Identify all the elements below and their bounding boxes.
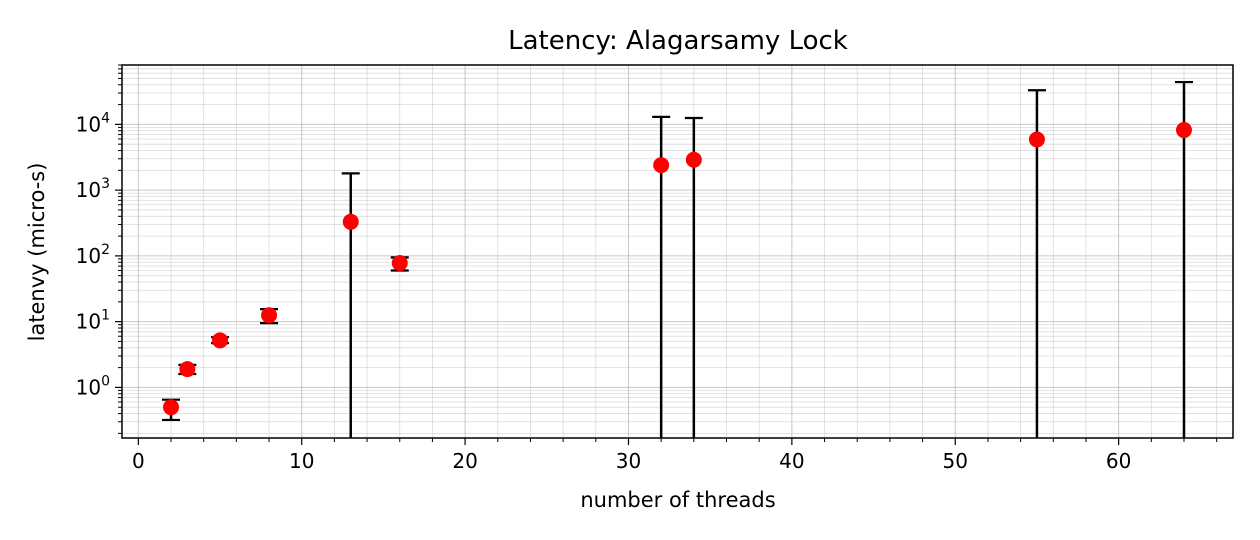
x-tick-label: 10 — [289, 449, 314, 473]
y-tick-label: 103 — [76, 176, 110, 202]
axis-ticks: 0 10 20 30 40 50 60 100 101 102 103 104 — [76, 64, 1218, 473]
data-point — [391, 254, 408, 271]
x-tick-label: 60 — [1106, 449, 1131, 473]
data-point — [261, 307, 278, 324]
data-point — [179, 361, 196, 378]
x-tick-label: 20 — [452, 449, 477, 473]
y-tick-label: 100 — [76, 373, 110, 399]
y-tick-label: 102 — [76, 242, 110, 268]
x-tick-label: 40 — [779, 449, 804, 473]
x-tick-label: 30 — [616, 449, 641, 473]
data-point — [1175, 122, 1192, 139]
y-axis-label: latenvy (micro-s) — [25, 163, 49, 342]
x-tick-label: 0 — [132, 449, 145, 473]
plot-frame — [121, 64, 1234, 439]
chart-title: Latency: Alagarsamy Lock — [508, 26, 848, 56]
data-markers — [163, 122, 1192, 416]
data-point — [342, 213, 359, 230]
data-point — [212, 332, 229, 349]
data-point — [1028, 131, 1045, 148]
data-point — [163, 399, 180, 416]
data-point — [685, 151, 702, 168]
y-tick-label: 104 — [76, 110, 110, 136]
x-axis-label: number of threads — [580, 488, 775, 512]
x-tick-label: 50 — [943, 449, 968, 473]
data-point — [653, 157, 670, 174]
y-tick-label: 101 — [76, 308, 110, 334]
